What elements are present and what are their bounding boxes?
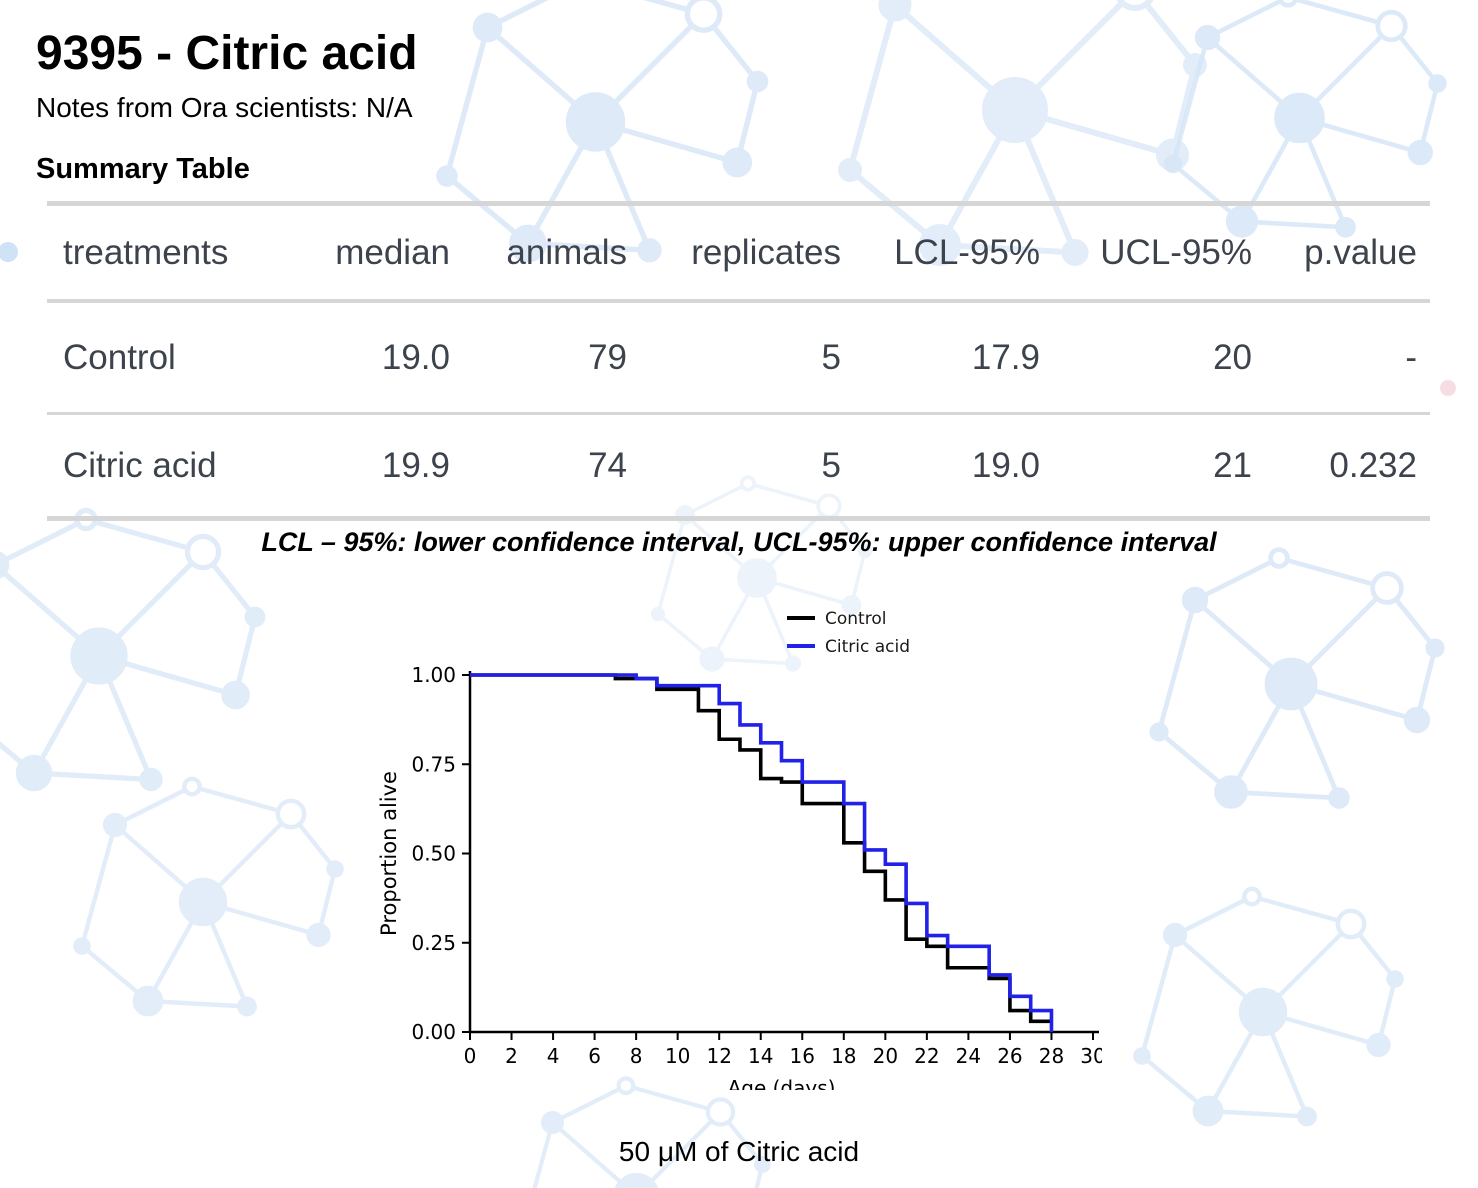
x-tick-label: 20 xyxy=(873,1044,898,1068)
cell-p-value: - xyxy=(1405,337,1417,377)
x-tick-label: 26 xyxy=(997,1044,1022,1068)
page-title: 9395 - Citric acid xyxy=(36,27,418,80)
column-header-lcl-95: LCL-95% xyxy=(894,232,1040,272)
x-tick-label: 14 xyxy=(748,1044,773,1068)
y-tick-label: 0.75 xyxy=(411,752,456,776)
y-axis-label: Proportion alive xyxy=(377,771,401,936)
citric-acid-curve xyxy=(470,673,1054,1032)
summary-table: treatments median animals replicates LCL… xyxy=(47,201,1430,521)
y-tick-label: 1.00 xyxy=(411,663,456,687)
legend-label-citric-acid: Citric acid xyxy=(825,637,910,657)
x-tick-label: 18 xyxy=(831,1044,856,1068)
x-tick-label: 30 xyxy=(1080,1044,1102,1068)
cell-replicates: 5 xyxy=(821,445,841,485)
x-tick-label: 6 xyxy=(588,1044,601,1068)
x-tick-label: 4 xyxy=(547,1044,560,1068)
x-tick-label: 22 xyxy=(914,1044,939,1068)
x-axis-label: Age (days) xyxy=(728,1076,836,1090)
y-tick-label: 0.50 xyxy=(411,842,456,866)
x-tick-label: 8 xyxy=(630,1044,643,1068)
x-tick-label: 2 xyxy=(505,1044,518,1068)
confidence-interval-note: LCL – 95%: lower confidence interval, UC… xyxy=(261,527,1217,557)
column-header-animals: animals xyxy=(506,232,627,272)
cell-lcl-95: 17.9 xyxy=(971,337,1040,377)
x-tick-label: 12 xyxy=(706,1044,731,1068)
column-header-treatments: treatments xyxy=(63,232,229,272)
x-tick-label: 10 xyxy=(665,1044,690,1068)
x-tick-label: 24 xyxy=(956,1044,981,1068)
legend-label-control: Control xyxy=(825,609,886,629)
cell-lcl-95: 19.0 xyxy=(971,445,1040,485)
survival-chart: 0 2 4 6 8 10 12 14 16 18 20 22 24 26 28 300.000.250.500… xyxy=(377,609,1102,1090)
cell-median: 19.0 xyxy=(381,337,450,377)
column-header-ucl-95: UCL-95% xyxy=(1100,232,1252,272)
y-tick-label: 0.25 xyxy=(411,931,456,955)
cell-ucl-95: 20 xyxy=(1213,337,1252,377)
column-header-replicates: replicates xyxy=(691,232,841,272)
table-row-control: Control 19.0 79 5 17.9 20 - xyxy=(47,303,1430,415)
cell-treatment: Citric acid xyxy=(63,445,217,485)
cell-p-value: 0.232 xyxy=(1329,445,1417,485)
table-header-row: treatments median animals replicates LCL… xyxy=(47,206,1430,303)
column-header-p-value: p.value xyxy=(1304,232,1417,272)
figure-caption: 50 μM of Citric acid xyxy=(618,1136,860,1167)
x-tick-label: 28 xyxy=(1039,1044,1064,1068)
cell-animals: 79 xyxy=(588,337,627,377)
cell-animals: 74 xyxy=(588,445,627,485)
cell-replicates: 5 xyxy=(821,337,841,377)
summary-table-heading: Summary Table xyxy=(36,153,250,185)
y-tick-label: 0.00 xyxy=(411,1020,456,1044)
table-row-citric-acid: Citric acid 19.9 74 5 19.0 21 0.232 xyxy=(47,415,1430,516)
column-header-median: median xyxy=(335,232,450,272)
cell-ucl-95: 21 xyxy=(1213,445,1252,485)
x-tick-label: 16 xyxy=(790,1044,815,1068)
x-tick-label: 0 xyxy=(464,1044,477,1068)
scientist-notes: Notes from Ora scientists: N/A xyxy=(36,92,413,123)
cell-median: 19.9 xyxy=(381,445,450,485)
cell-treatment: Control xyxy=(63,337,176,377)
